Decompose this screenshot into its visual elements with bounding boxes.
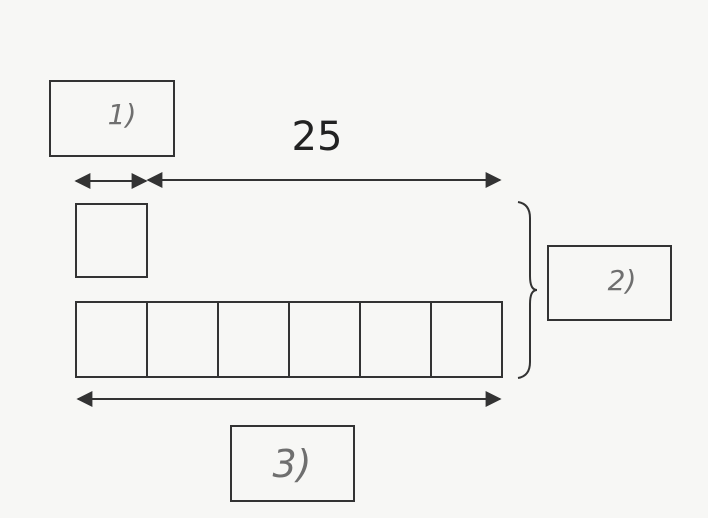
answer-box-2-label: 2) <box>608 264 637 297</box>
square-row <box>75 301 503 378</box>
single-square <box>75 203 148 278</box>
row-square <box>430 301 503 378</box>
answer-box-3-label: 3) <box>272 442 311 486</box>
row-square <box>359 301 432 378</box>
right-curly-brace <box>517 201 538 379</box>
answer-box-2[interactable]: 2) <box>547 245 672 321</box>
row-square <box>75 301 148 378</box>
answer-box-1-label: 1) <box>108 98 137 131</box>
answer-box-3[interactable]: 3) <box>230 425 355 502</box>
row-square <box>217 301 290 378</box>
answer-box-1[interactable]: 1) <box>49 80 175 157</box>
row-square <box>288 301 361 378</box>
top-dimension-label: 25 <box>292 114 343 160</box>
row-square <box>146 301 219 378</box>
